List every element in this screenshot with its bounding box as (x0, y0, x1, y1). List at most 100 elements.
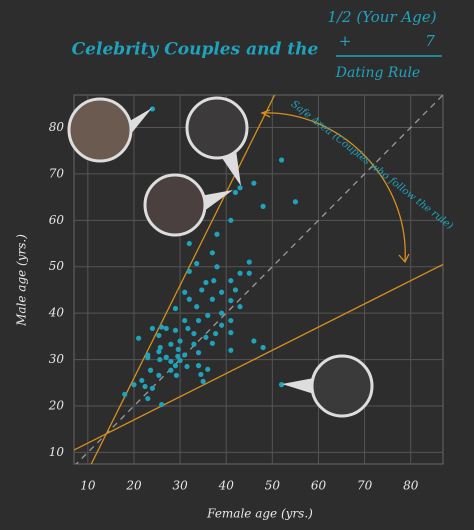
point (168, 341, 174, 347)
point (203, 279, 209, 286)
point (122, 391, 128, 397)
x-tick-label: 80 (403, 479, 419, 493)
y-tick-label: 20 (48, 398, 65, 412)
point (182, 352, 188, 358)
point (219, 310, 225, 316)
point (232, 287, 239, 293)
point (213, 330, 219, 337)
point (156, 332, 162, 339)
point (228, 317, 234, 324)
y-tick-label: 80 (49, 120, 65, 134)
formula-bottom: Dating Rule (335, 65, 420, 81)
x-tick-label: 10 (80, 479, 96, 493)
arrow-heads (260, 109, 410, 264)
point (260, 203, 266, 209)
point (237, 185, 243, 191)
point (194, 304, 200, 310)
point (205, 312, 211, 319)
point (172, 363, 179, 369)
point (135, 335, 142, 341)
formula-seven: 7 (425, 32, 435, 50)
x-tick-label: 60 (311, 479, 327, 493)
point (214, 231, 220, 237)
point (209, 296, 215, 302)
point (184, 363, 190, 370)
point (228, 298, 234, 304)
point (147, 367, 154, 373)
point (149, 325, 156, 332)
point (228, 217, 234, 223)
y-tick-label: 10 (49, 445, 65, 459)
point (139, 377, 145, 384)
point (219, 322, 225, 328)
y-tick-label: 30 (49, 352, 65, 366)
point (191, 330, 197, 337)
x-tick-label: 40 (218, 479, 235, 493)
x-tick-label: 70 (357, 479, 373, 493)
point (168, 358, 174, 365)
point (156, 372, 162, 378)
plot-frame (73, 94, 444, 465)
point (237, 304, 243, 310)
point (219, 289, 225, 295)
x-axis-label: Female age (yrs.) (206, 507, 313, 521)
y-tick-label: 50 (49, 259, 65, 273)
point (292, 199, 298, 205)
point (173, 372, 179, 378)
point (149, 385, 156, 391)
point (246, 259, 252, 265)
point (182, 317, 188, 324)
point (195, 350, 202, 356)
point (172, 305, 179, 312)
point (163, 325, 169, 332)
y-tick-label: 60 (49, 213, 65, 227)
y-axis-label: Male age (yrs.) (15, 234, 29, 327)
point (194, 260, 200, 267)
point (211, 278, 217, 284)
point (199, 287, 205, 293)
point (228, 347, 234, 353)
point (156, 349, 162, 355)
formula-top: 1/2 (Your Age) (327, 8, 436, 26)
reference-line (74, 263, 443, 451)
point (185, 325, 191, 332)
photos (67, 96, 374, 418)
annotation-arrow (261, 112, 406, 263)
point (168, 367, 174, 373)
point (175, 353, 181, 359)
point (195, 363, 202, 369)
reference-line (90, 95, 276, 464)
point (172, 327, 179, 333)
point (186, 268, 192, 274)
point (278, 157, 285, 163)
point (175, 346, 181, 352)
point (232, 189, 239, 196)
point (251, 338, 257, 344)
point (157, 344, 163, 351)
point (186, 240, 192, 247)
point (159, 324, 165, 330)
point (214, 264, 220, 270)
point (131, 382, 137, 388)
point (260, 344, 266, 351)
y-tick-label: 70 (49, 166, 65, 180)
point (209, 250, 215, 256)
point (177, 338, 183, 344)
point (157, 356, 163, 363)
point (237, 270, 243, 276)
point (182, 289, 188, 295)
point (159, 401, 165, 408)
point (209, 340, 215, 346)
x-tick-label: 50 (265, 479, 281, 493)
point (145, 395, 151, 402)
point (149, 106, 156, 112)
y-tick-label: 40 (48, 306, 65, 320)
x-tick-label: 20 (125, 479, 142, 493)
point (195, 317, 202, 324)
point (205, 366, 211, 372)
point (246, 270, 252, 276)
point (145, 355, 151, 361)
point (191, 341, 197, 347)
